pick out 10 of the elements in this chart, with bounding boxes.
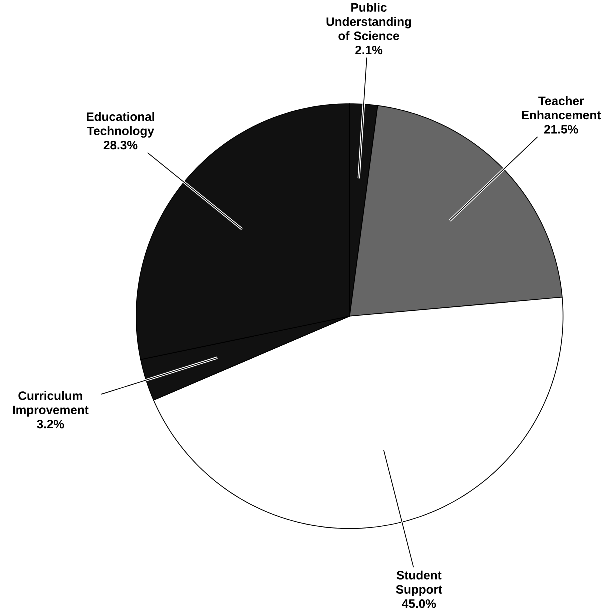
data-label: 2.1% — [356, 46, 383, 54]
data-label: 3.2% — [37, 420, 64, 429]
slice-label: Student Support — [396, 570, 442, 596]
slice-label: Curriculum Improvement — [13, 391, 89, 417]
data-label: 21.5% — [544, 125, 578, 134]
data-label: 45.0% — [402, 599, 436, 608]
data-label: 28.3% — [104, 140, 138, 150]
slice-label: Public Understanding of Science — [326, 2, 412, 40]
slice-label: Educational Technology — [87, 112, 154, 138]
slice-label: Teacher Enhancement — [522, 96, 602, 120]
